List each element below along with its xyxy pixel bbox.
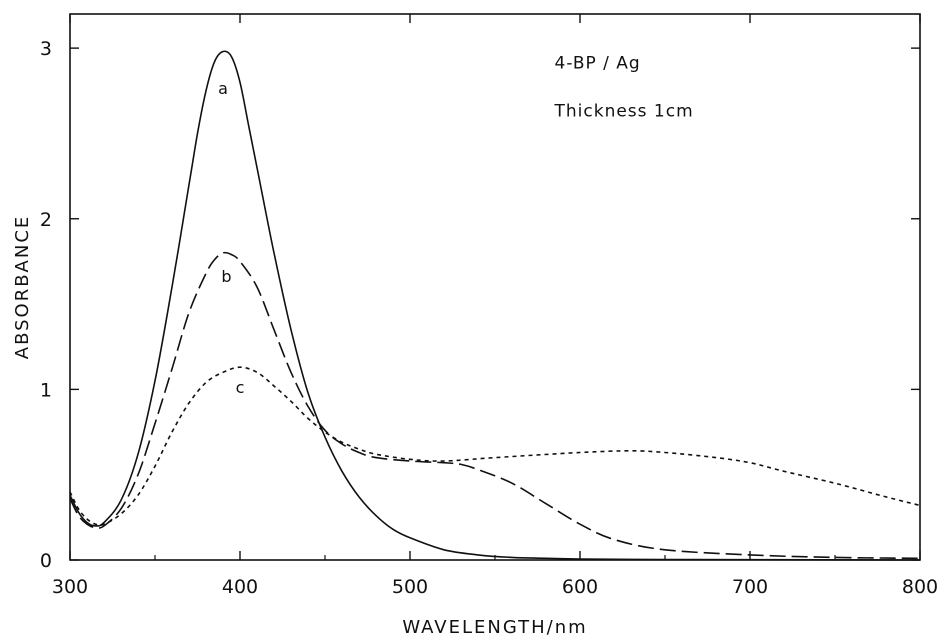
y-tick-label: 1 bbox=[40, 379, 52, 401]
curve-a bbox=[69, 50, 921, 561]
curve-label-c: c bbox=[236, 378, 245, 397]
annotation: 4-BP / Ag bbox=[555, 54, 641, 74]
annotation: Thickness 1cm bbox=[554, 101, 694, 121]
y-axis-label: ABSORBANCE bbox=[12, 215, 33, 360]
x-tick-label: 600 bbox=[562, 576, 598, 598]
x-tick-label: 300 bbox=[52, 576, 88, 598]
axis-ticks bbox=[69, 14, 921, 561]
curve-b bbox=[69, 251, 921, 560]
x-tick-label: 400 bbox=[222, 576, 258, 598]
plot-frame bbox=[69, 13, 921, 561]
x-tick-label: 800 bbox=[902, 576, 938, 598]
curve-c bbox=[69, 366, 921, 526]
y-tick-label: 2 bbox=[40, 209, 52, 231]
x-tick-label: 700 bbox=[732, 576, 768, 598]
x-tick-labels: 300 400 500 600 700 800 bbox=[52, 576, 938, 598]
x-axis-label: WAVELENGTH/nm bbox=[402, 617, 587, 638]
curves bbox=[69, 50, 921, 561]
curve-label-a: a bbox=[218, 79, 228, 98]
curve-label-b: b bbox=[221, 267, 231, 286]
x-tick-label: 500 bbox=[392, 576, 428, 598]
annotations: 4-BP / Ag Thickness 1cm bbox=[554, 54, 694, 122]
y-tick-labels: 0 1 2 3 bbox=[40, 38, 52, 572]
y-tick-label: 0 bbox=[40, 550, 52, 572]
curve-labels: a b c bbox=[218, 79, 244, 397]
y-tick-label: 3 bbox=[40, 38, 52, 60]
